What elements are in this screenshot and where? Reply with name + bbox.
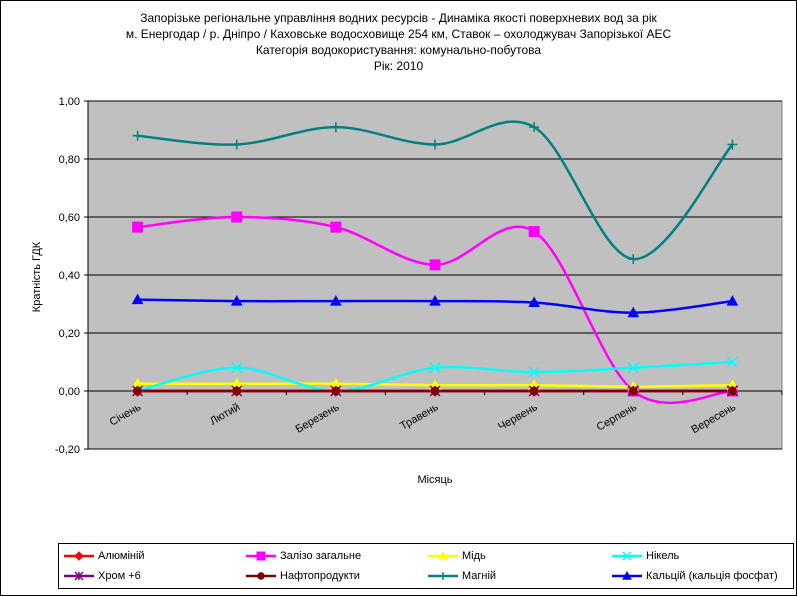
data-point-7-4 xyxy=(528,296,540,308)
legend-label: Залізо загальне xyxy=(280,550,362,562)
chart-title-line-1: Запорізьке регіональне управління водних… xyxy=(140,11,657,25)
data-point-5-2 xyxy=(331,386,341,396)
legend-marker xyxy=(439,572,447,580)
legend-item: Алюміній xyxy=(63,548,145,564)
data-point-5-6 xyxy=(727,386,737,396)
legend-swatch xyxy=(612,570,642,580)
data-point-6-4 xyxy=(529,122,540,133)
data-point-7-1 xyxy=(230,295,243,306)
legend-label: Кальцій (кальція фосфат) xyxy=(646,570,778,582)
data-point-6-0 xyxy=(132,130,143,141)
legend-swatch xyxy=(612,551,642,561)
legend-label: Магній xyxy=(462,570,497,582)
y-tick-label: 0,60 xyxy=(59,212,80,224)
chart-title: Запорізьке регіональне управління водних… xyxy=(0,10,797,74)
data-point-5-4 xyxy=(529,386,539,396)
data-point-3-5 xyxy=(627,362,639,374)
legend-item: Нафтопродукти xyxy=(245,568,360,584)
data-point-7-0 xyxy=(131,293,144,305)
data-point-7-6 xyxy=(726,295,739,306)
data-point-6-6 xyxy=(727,139,738,150)
y-tick-label: 1,00 xyxy=(59,96,80,108)
chart-title-line-4: Рік: 2010 xyxy=(373,59,424,73)
legend-item: Залізо загальне xyxy=(245,548,361,564)
legend-item: Магній xyxy=(427,568,496,584)
legend-label: Нікель xyxy=(646,550,680,562)
y-axis-label: Кратність ГДК xyxy=(31,241,43,312)
legend-marker xyxy=(257,572,265,580)
data-point-3-3 xyxy=(429,362,441,374)
legend-item: Мідь xyxy=(427,548,486,564)
data-point-1-2 xyxy=(330,221,342,233)
data-point-1-0 xyxy=(132,221,144,233)
data-point-7-5 xyxy=(627,306,640,318)
data-point-1-1 xyxy=(231,211,243,223)
legend-label: Мідь xyxy=(462,550,486,562)
legend-label: Алюміній xyxy=(98,550,145,562)
data-point-6-5 xyxy=(628,254,639,265)
chart-title-line-3: Категорія водокористування: комунально-п… xyxy=(255,43,542,57)
data-point-7-3 xyxy=(429,295,441,306)
legend: Алюміній Залізо загальне Мідь Нікель Хром +6… xyxy=(58,543,794,589)
data-point-5-0 xyxy=(133,386,143,396)
legend-swatch xyxy=(428,550,458,560)
legend-marker xyxy=(622,551,632,561)
data-point-1-4 xyxy=(528,226,540,237)
legend-marker xyxy=(438,550,448,560)
legend-marker xyxy=(74,551,84,561)
legend-item: Кальцій (кальція фосфат) xyxy=(611,568,778,584)
legend-label: Хром +6 xyxy=(98,570,141,582)
legend-swatch xyxy=(246,551,276,561)
legend-item: Хром +6 xyxy=(63,568,141,584)
y-tick-label: 0,20 xyxy=(59,328,80,340)
chart-title-line-2: м. Енергодар / р. Дніпро / Каховське вод… xyxy=(125,27,672,41)
data-point-3-4 xyxy=(528,366,540,378)
legend-marker xyxy=(256,551,266,561)
data-point-5-3 xyxy=(430,386,440,396)
legend-swatch xyxy=(246,572,276,580)
legend-swatch xyxy=(64,551,94,561)
data-point-3-1 xyxy=(231,362,243,374)
legend-marker xyxy=(622,570,632,580)
data-point-5-1 xyxy=(232,386,242,396)
legend-marker xyxy=(74,571,84,581)
legend-swatch xyxy=(64,571,94,581)
data-point-6-3 xyxy=(430,139,440,150)
legend-swatch xyxy=(428,572,458,580)
legend-item: Нікель xyxy=(611,548,679,564)
y-tick-label: 0,00 xyxy=(59,386,80,398)
data-point-3-6 xyxy=(726,356,738,368)
x-axis-label: Місяць xyxy=(417,474,452,486)
y-tick-label: 0,40 xyxy=(59,270,80,282)
y-tick-label: 0,80 xyxy=(59,154,80,166)
data-point-5-5 xyxy=(628,386,638,396)
data-point-1-3 xyxy=(429,259,441,271)
legend-label: Нафтопродукти xyxy=(280,570,360,582)
data-point-7-2 xyxy=(330,295,342,306)
data-point-6-2 xyxy=(330,122,341,133)
data-point-6-1 xyxy=(231,139,242,150)
y-tick-label: -0,20 xyxy=(55,444,80,456)
